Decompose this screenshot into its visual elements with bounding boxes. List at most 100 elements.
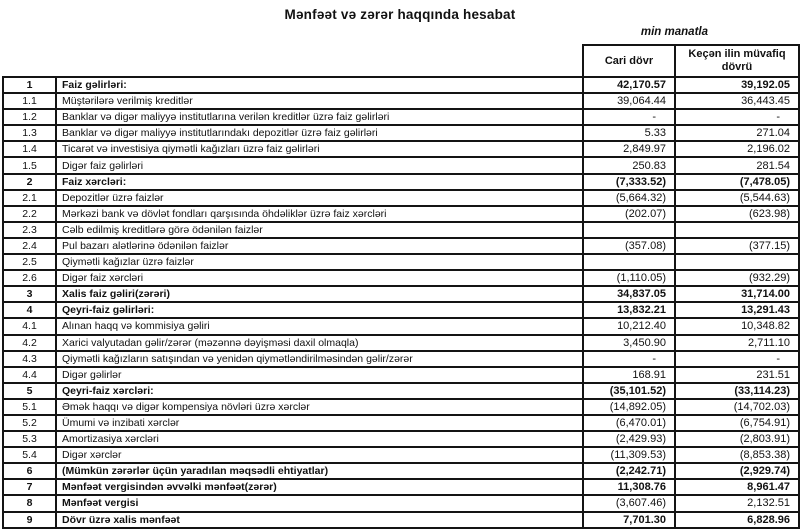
row-current-value: (3,607.46) [582, 494, 676, 513]
row-number: 1.2 [2, 108, 57, 127]
row-current-value: (357.08) [582, 236, 676, 256]
row-current-value: (2,429.93) [582, 430, 676, 449]
row-previous-value: 2,132.51 [674, 494, 800, 513]
row-current-value: (202.07) [582, 204, 676, 223]
row-label: (Mümkün zərərlər üçün yaradılan məqsədli… [55, 462, 584, 481]
row-number: 4.4 [2, 365, 57, 384]
row-previous-value: 2,711.10 [674, 333, 800, 352]
table-row: 1.4 Ticarət və investisiya qiymətli kağız… [2, 140, 800, 159]
row-current-value: (11,309.53) [582, 446, 676, 465]
row-previous-value: 10,348.82 [674, 317, 800, 336]
table-row: 5.4 Digər xərclər (11,309.53) (8,853.38) [2, 446, 800, 465]
row-label: Amortizasiya xərcləri [55, 430, 584, 449]
row-number: 4 [2, 301, 57, 320]
row-number: 4.2 [2, 333, 57, 352]
row-number: 4.1 [2, 317, 57, 336]
row-previous-value: (623.98) [674, 204, 800, 223]
row-previous-value: (6,754.91) [674, 413, 800, 433]
row-current-value: (35,101.52) [582, 381, 676, 400]
row-number: 4.3 [2, 349, 57, 368]
row-previous-value: - [674, 349, 800, 368]
row-current-value: - [582, 108, 676, 127]
row-current-value [582, 220, 676, 239]
row-previous-value: (7,478.05) [674, 172, 800, 191]
row-label: Mənfəət vergisindən əvvəlki mənfəət(zərə… [55, 478, 584, 497]
row-number: 5 [2, 381, 57, 400]
row-current-value: (6,470.01) [582, 413, 676, 433]
table-row: 1.3 Banklar və digər maliyyə institutları… [2, 124, 800, 143]
table-row: 4.2 Xarici valyutadan gəlir/zərər (məzənn… [2, 333, 800, 352]
table-row: 4.3 Qiymətli kağızların satışından və yen… [2, 349, 800, 368]
table-row: 2.6 Digər faiz xərcləri (1,110.05) (932.29) [2, 269, 800, 288]
row-previous-value: 31,714.00 [674, 285, 800, 304]
row-label: Faiz xərcləri: [55, 172, 584, 191]
row-label: Əmək haqqı və digər kompensiya növləri ü… [55, 397, 584, 416]
row-current-value: (1,110.05) [582, 269, 676, 288]
table-row: 2.4 Pul bazarı alətlərinə ödənilən faizlə… [2, 236, 800, 256]
row-number: 9 [2, 510, 57, 529]
row-label: Ticarət və investisiya qiymətli kağızlar… [55, 140, 584, 159]
row-number: 5.4 [2, 446, 57, 465]
row-current-value [582, 253, 676, 272]
table-row: 5 Qeyri-faiz xərcləri: (35,101.52) (33,114.… [2, 381, 800, 400]
row-current-value: 250.83 [582, 156, 676, 175]
table-row: 5.2 Ümumi və inzibati xərclər (6,470.01) (6… [2, 413, 800, 433]
row-current-value: 11,308.76 [582, 478, 676, 497]
row-number: 2.3 [2, 220, 57, 239]
table-row: 7 Mənfəət vergisindən əvvəlki mənfəət(zər… [2, 478, 800, 497]
row-label: Ümumi və inzibati xərclər [55, 413, 584, 433]
row-previous-value [674, 220, 800, 239]
row-number: 1.5 [2, 156, 57, 175]
table-row: 2.5 Qiymətli kağızlar üzrə faizlər [2, 253, 800, 272]
row-current-value: 34,837.05 [582, 285, 676, 304]
row-label: Qeyri-faiz gəlirləri: [55, 301, 584, 320]
table-row: 1.1 Müştərilərə verilmiş kreditlər 39,064.… [2, 92, 800, 111]
row-label: Mərkəzi bank və dövlət fondları qarşısın… [55, 204, 584, 223]
row-number: 2.4 [2, 236, 57, 256]
row-current-value: 10,212.40 [582, 317, 676, 336]
row-label: Xalis faiz gəliri(zərəri) [55, 285, 584, 304]
header-spacer-no [3, 45, 56, 77]
row-current-value: 5.33 [582, 124, 676, 143]
row-number: 2.2 [2, 204, 57, 223]
row-previous-value: (5,544.63) [674, 188, 800, 207]
row-previous-value: (8,853.38) [674, 446, 800, 465]
row-current-value: (5,664.32) [582, 188, 676, 207]
table-row: 1.5 Digər faiz gəlirləri 250.83 281.54 [2, 156, 800, 175]
header-current-period: Cari dövr [582, 44, 676, 78]
row-label: Qeyri-faiz xərcləri: [55, 381, 584, 400]
row-current-value: 42,170.57 [582, 75, 676, 95]
row-previous-value: - [674, 108, 800, 127]
row-current-value: - [582, 349, 676, 368]
row-number: 7 [2, 478, 57, 497]
row-current-value: 13,832.21 [582, 301, 676, 320]
table-header: Cari dövr Keçən ilin müvafiq dövrü [3, 44, 800, 78]
row-previous-value: (2,929.74) [674, 462, 800, 481]
row-number: 1.4 [2, 140, 57, 159]
row-previous-value [674, 253, 800, 272]
header-row: Cari dövr Keçən ilin müvafiq dövrü [3, 44, 800, 78]
table-row: 9 Dövr üzrə xalis mənfəət 7,701.30 6,828.96 [2, 510, 800, 529]
row-current-value: (2,242.71) [582, 462, 676, 481]
row-number: 2.1 [2, 188, 57, 207]
row-label: Cəlb edilmiş kreditlərə görə ödənilən fa… [55, 220, 584, 239]
row-previous-value: 231.51 [674, 365, 800, 384]
header-spacer-label [56, 45, 583, 77]
row-label: Digər gəlirlər [55, 365, 584, 384]
row-label: Depozitlər üzrə faizlər [55, 188, 584, 207]
table-row: 4 Qeyri-faiz gəlirləri: 13,832.21 13,291.43 [2, 301, 800, 320]
row-label: Qiymətli kağızların satışından və yenidə… [55, 349, 584, 368]
row-current-value: 2,849.97 [582, 140, 676, 159]
table-body: 1 Faiz gəlirləri: 42,170.57 39,192.05 1.1 Müş… [2, 75, 800, 529]
header-previous-period: Keçən ilin müvafiq dövrü [674, 44, 800, 78]
page-title: Mənfəət və zərər haqqında hesabat [284, 7, 516, 22]
row-label: Pul bazarı alətlərinə ödənilən faizlər [55, 236, 584, 256]
table-row: 4.4 Digər gəlirlər 168.91 231.51 [2, 365, 800, 384]
row-number: 8 [2, 494, 57, 513]
table-row: 4.1 Alınan haqq və kommisiya gəliri 10,212… [2, 317, 800, 336]
row-label: Dövr üzrə xalis mənfəət [55, 510, 584, 529]
row-number: 2.6 [2, 269, 57, 288]
row-current-value: (7,333.52) [582, 172, 676, 191]
row-previous-value: (14,702.03) [674, 397, 800, 416]
table-row: 5.3 Amortizasiya xərcləri (2,429.93) (2,803… [2, 430, 800, 449]
